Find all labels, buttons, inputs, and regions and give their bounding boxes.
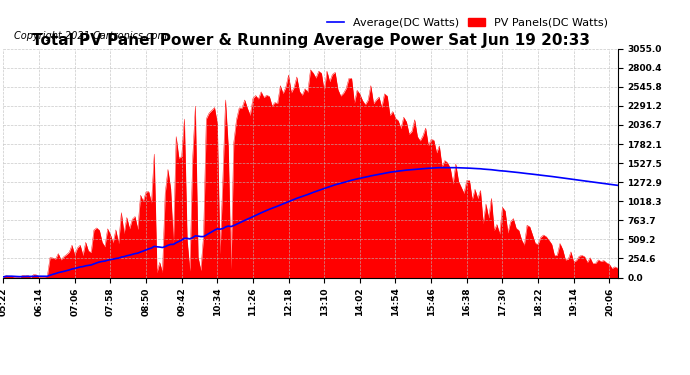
Title: Total PV Panel Power & Running Average Power Sat Jun 19 20:33: Total PV Panel Power & Running Average P… [32,33,589,48]
Legend: Average(DC Watts), PV Panels(DC Watts): Average(DC Watts), PV Panels(DC Watts) [323,13,612,32]
Text: Copyright 2021 Cartronics.com: Copyright 2021 Cartronics.com [14,32,167,41]
